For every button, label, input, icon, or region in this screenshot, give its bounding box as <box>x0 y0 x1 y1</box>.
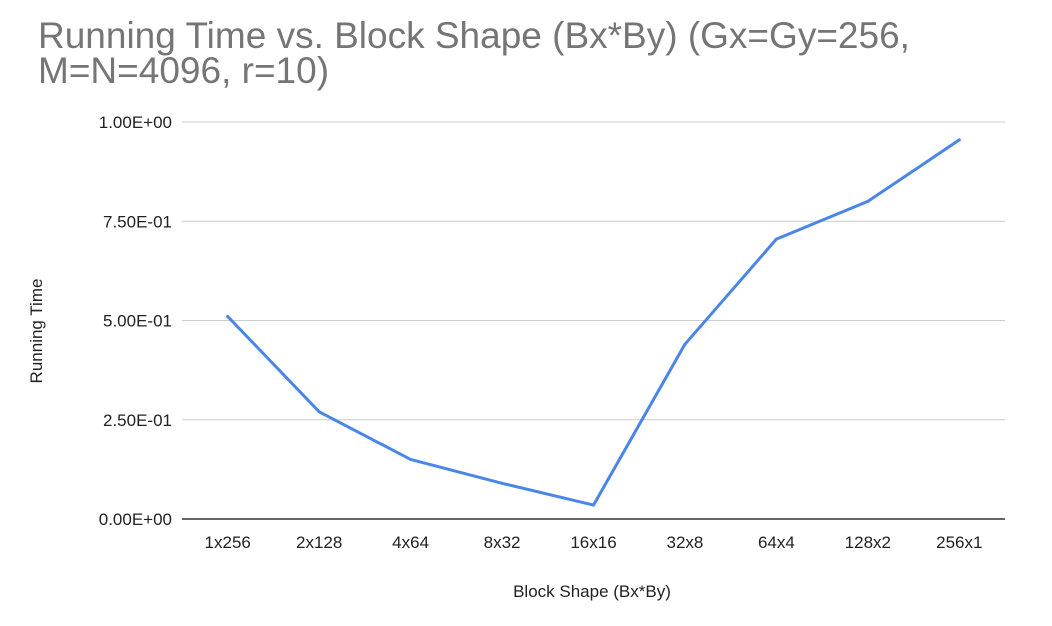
gridlines <box>182 121 1005 520</box>
y-tick-label: 2.50E-01 <box>103 411 172 430</box>
x-tick-label: 8x32 <box>484 533 521 552</box>
y-tick-label: 0.00E+00 <box>99 510 172 529</box>
x-axis-ticks: 1x256 2x128 4x64 8x32 16x16 32x8 64x4 128x2 256x… <box>205 533 983 552</box>
x-tick-label: 2x128 <box>296 533 342 552</box>
chart-title: Running Time vs. Block Shape (Bx*By) (Gx… <box>38 15 938 91</box>
chart-title-line-1: Running Time vs. Block Shape (Bx*By) (Gx… <box>38 15 910 56</box>
data-point <box>592 503 595 507</box>
data-point <box>409 457 413 461</box>
y-tick-label: 1.00E+00 <box>99 113 172 132</box>
y-tick-label: 7.50E-01 <box>103 212 172 231</box>
x-axis-title: Block Shape (Bx*By) <box>513 582 671 601</box>
y-tick-label: 5.00E-01 <box>103 312 172 331</box>
x-tick-label: 16x16 <box>570 533 616 552</box>
x-tick-label: 32x8 <box>667 533 704 552</box>
x-tick-label: 128x2 <box>845 533 891 552</box>
x-tick-label: 4x64 <box>392 533 429 552</box>
data-point <box>317 410 321 414</box>
data-point <box>957 138 961 142</box>
y-axis-title: Running Time <box>27 279 46 384</box>
data-point <box>683 342 687 346</box>
y-axis-ticks: 0.00E+00 2.50E-01 5.00E-01 7.50E-01 1.00E+00 <box>99 113 172 529</box>
x-tick-label: 256x1 <box>936 533 982 552</box>
x-tick-label: 1x256 <box>205 533 251 552</box>
data-point <box>500 481 504 485</box>
series-line <box>226 138 961 507</box>
x-tick-label: 64x4 <box>758 533 795 552</box>
series-layer <box>226 138 961 507</box>
data-point <box>226 315 230 319</box>
data-point <box>866 199 870 203</box>
data-point <box>774 237 778 241</box>
chart-title-line-2: M=N=4096, r=10) <box>38 50 330 91</box>
